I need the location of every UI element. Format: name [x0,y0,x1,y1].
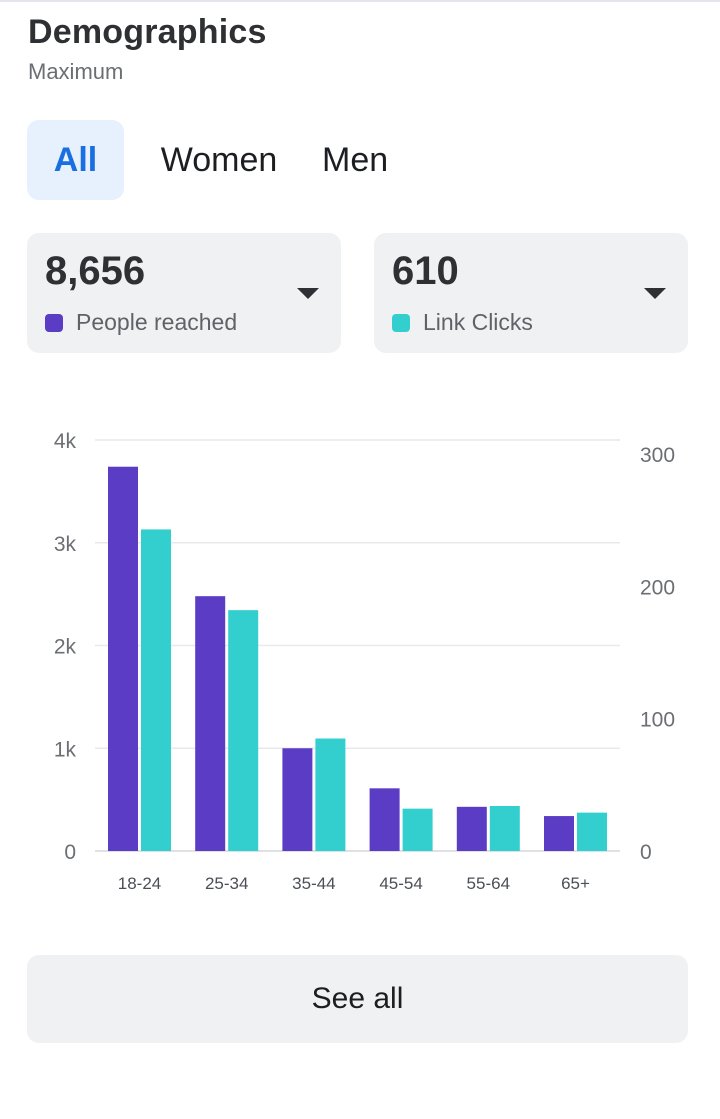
bar-people-reached [195,596,226,851]
section-subtitle: Maximum [28,59,124,84]
bar-link-clicks [315,738,346,851]
x-tick-label: 18-24 [118,874,161,893]
people-reached-value: 8,656 [45,249,146,293]
x-tick-label: 25-34 [205,874,248,893]
bar-people-reached [108,466,138,851]
bar-people-reached [369,788,400,851]
y-right-tick-label: 100 [640,709,675,732]
top-divider [0,0,720,2]
demographics-bar-chart: 0 1k 2k 3k 4k 0 100 200 300 18-24 25-34 35-44 45-54 5… [54,430,675,893]
gender-tabs: All Women Men [27,120,432,200]
tab-men[interactable]: Men [322,140,389,179]
bar-people-reached [456,806,487,851]
bar-people-reached [544,816,574,851]
bar-link-clicks [489,806,520,851]
x-tick-label: 55-64 [467,874,510,893]
x-tick-label: 45-54 [379,874,422,893]
x-tick-label: 35-44 [292,874,335,893]
x-tick-label: 65+ [561,874,590,893]
link-clicks-legend: Link Clicks [392,309,533,336]
bar-link-clicks [577,812,607,851]
link-clicks-selector[interactable]: 610 Link Clicks [374,233,688,353]
tab-women[interactable]: Women [160,140,278,179]
link-clicks-swatch [392,313,410,332]
chevron-down-icon[interactable] [644,288,666,299]
y-left-tick-label: 2k [54,636,77,659]
bar-link-clicks [141,529,171,851]
chevron-down-icon[interactable] [297,288,319,299]
section-title: Demographics [28,13,267,51]
y-left-tick-label: 0 [64,841,76,864]
bar-people-reached [282,748,313,851]
link-clicks-value: 610 [392,249,459,293]
link-clicks-label: Link Clicks [423,309,533,335]
people-reached-legend: People reached [45,309,237,336]
y-left-tick-label: 4k [54,430,77,453]
bar-link-clicks [402,808,433,851]
bar-link-clicks [228,610,259,851]
y-left-tick-label: 3k [54,533,77,556]
people-reached-label: People reached [76,309,238,335]
see-all-button[interactable]: See all [27,955,688,1043]
people-reached-swatch [45,313,63,332]
y-right-tick-label: 0 [640,841,652,864]
people-reached-selector[interactable]: 8,656 People reached [27,233,341,353]
y-right-tick-label: 200 [640,576,675,599]
y-right-tick-label: 300 [640,444,675,467]
y-left-tick-label: 1k [54,738,77,761]
tab-all[interactable]: All [27,120,124,200]
